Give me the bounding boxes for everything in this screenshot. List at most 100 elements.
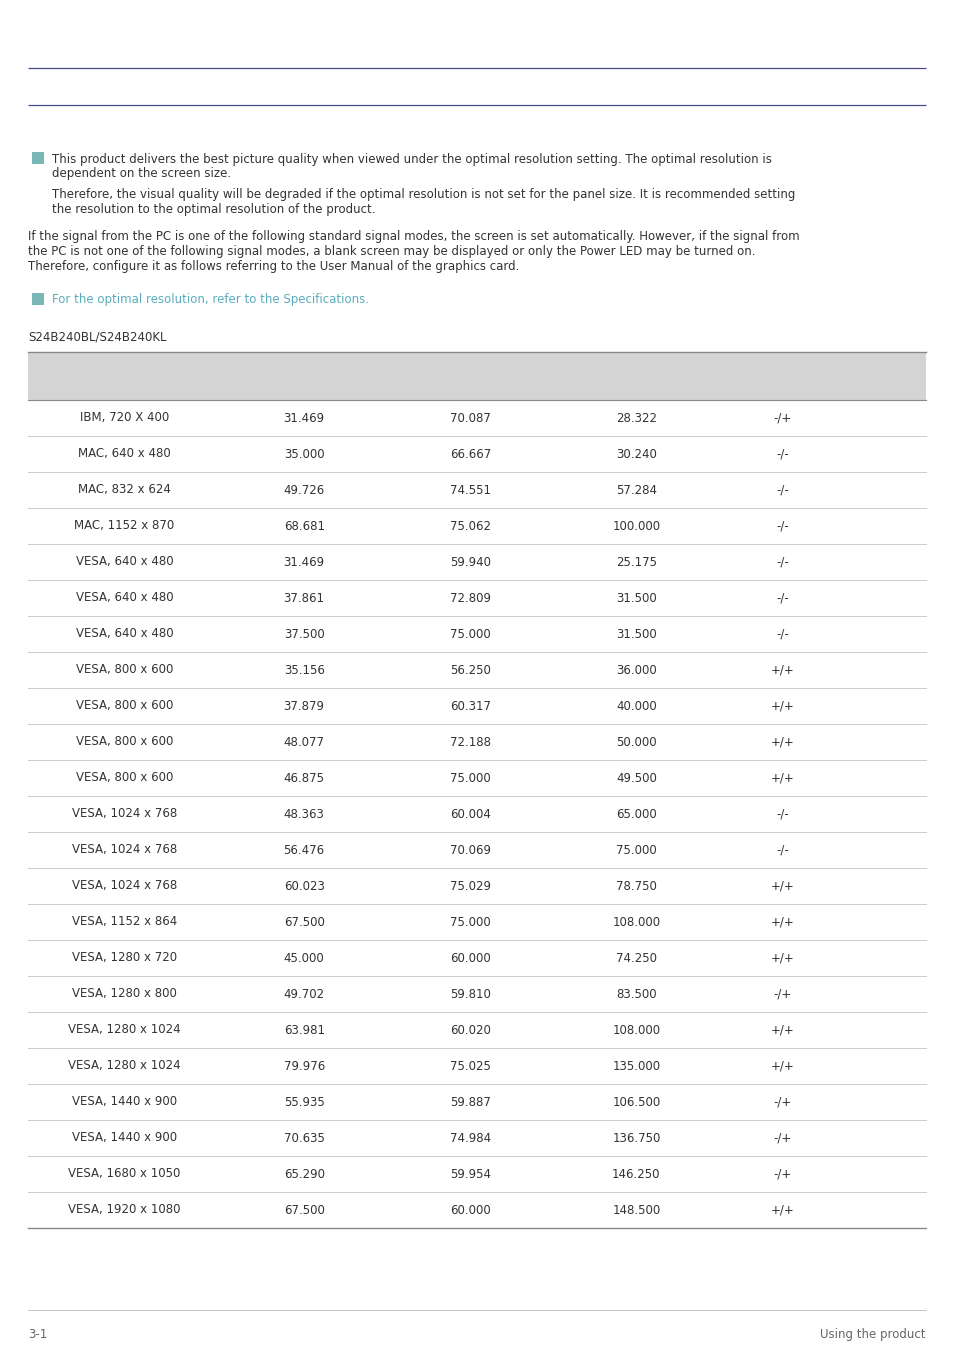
Text: -/+: -/+ <box>772 1131 791 1145</box>
Text: 66.667: 66.667 <box>449 447 491 460</box>
Text: 72.809: 72.809 <box>449 591 490 605</box>
Text: 60.000: 60.000 <box>450 1203 490 1216</box>
Text: MAC, 640 x 480: MAC, 640 x 480 <box>78 447 171 460</box>
Text: 48.077: 48.077 <box>283 736 324 748</box>
Text: 37.879: 37.879 <box>283 699 324 713</box>
Text: -/-: -/- <box>775 447 788 460</box>
Text: +/+: +/+ <box>770 699 793 713</box>
Text: S24B240BL/S24B240KL: S24B240BL/S24B240KL <box>28 329 167 343</box>
Text: -/-: -/- <box>775 844 788 856</box>
Text: 49.726: 49.726 <box>283 483 324 497</box>
Text: 135.000: 135.000 <box>612 1060 659 1072</box>
Text: +/+: +/+ <box>770 1023 793 1037</box>
Text: 75.025: 75.025 <box>450 1060 490 1072</box>
Text: For the optimal resolution, refer to the Specifications.: For the optimal resolution, refer to the… <box>52 293 369 306</box>
Text: 67.500: 67.500 <box>283 915 324 929</box>
Text: 31.469: 31.469 <box>283 412 324 424</box>
Text: -/+: -/+ <box>772 1095 791 1108</box>
Text: 74.984: 74.984 <box>449 1131 490 1145</box>
Text: 57.284: 57.284 <box>616 483 657 497</box>
Text: -/-: -/- <box>775 483 788 497</box>
Text: 68.681: 68.681 <box>283 520 324 532</box>
Text: the resolution to the optimal resolution of the product.: the resolution to the optimal resolution… <box>52 202 375 216</box>
Text: dependent on the screen size.: dependent on the screen size. <box>52 167 231 181</box>
Text: 75.029: 75.029 <box>449 879 490 892</box>
Text: +/+: +/+ <box>770 1060 793 1072</box>
Text: -/+: -/+ <box>772 987 791 1000</box>
Bar <box>28 352 925 400</box>
Text: 28.322: 28.322 <box>616 412 657 424</box>
Text: VESA, 1280 x 1024: VESA, 1280 x 1024 <box>69 1023 181 1037</box>
Text: 59.940: 59.940 <box>449 555 490 568</box>
Text: VESA, 800 x 600: VESA, 800 x 600 <box>76 699 173 713</box>
Text: VESA, 1680 x 1050: VESA, 1680 x 1050 <box>69 1168 180 1180</box>
Text: VESA, 1024 x 768: VESA, 1024 x 768 <box>71 844 177 856</box>
Text: 59.954: 59.954 <box>449 1168 490 1180</box>
Text: 108.000: 108.000 <box>612 915 659 929</box>
Bar <box>32 293 44 305</box>
Text: 48.363: 48.363 <box>283 807 324 821</box>
Text: the PC is not one of the following signal modes, a blank screen may be displayed: the PC is not one of the following signa… <box>28 244 755 258</box>
Text: 49.702: 49.702 <box>283 987 324 1000</box>
Text: 30.240: 30.240 <box>616 447 657 460</box>
Text: 148.500: 148.500 <box>612 1203 659 1216</box>
Text: 65.290: 65.290 <box>283 1168 324 1180</box>
Text: 56.250: 56.250 <box>450 663 490 676</box>
Text: 60.000: 60.000 <box>450 952 490 964</box>
Text: 70.069: 70.069 <box>449 844 490 856</box>
Text: VESA, 1152 x 864: VESA, 1152 x 864 <box>71 915 177 929</box>
Text: 75.000: 75.000 <box>450 628 490 640</box>
Text: 56.476: 56.476 <box>283 844 324 856</box>
Text: VESA, 800 x 600: VESA, 800 x 600 <box>76 771 173 784</box>
Text: VESA, 1280 x 720: VESA, 1280 x 720 <box>71 952 177 964</box>
Text: 49.500: 49.500 <box>616 771 657 784</box>
Text: 46.875: 46.875 <box>283 771 324 784</box>
Text: 60.020: 60.020 <box>450 1023 490 1037</box>
Text: VESA, 1920 x 1080: VESA, 1920 x 1080 <box>69 1203 181 1216</box>
Text: 31.469: 31.469 <box>283 555 324 568</box>
Text: 72.188: 72.188 <box>449 736 490 748</box>
Text: 70.635: 70.635 <box>283 1131 324 1145</box>
Text: 50.000: 50.000 <box>616 736 656 748</box>
Text: +/+: +/+ <box>770 736 793 748</box>
Text: 60.023: 60.023 <box>283 879 324 892</box>
Text: 136.750: 136.750 <box>612 1131 659 1145</box>
Text: 37.861: 37.861 <box>283 591 324 605</box>
Text: MAC, 1152 x 870: MAC, 1152 x 870 <box>74 520 174 532</box>
Text: VESA, 640 x 480: VESA, 640 x 480 <box>75 628 173 640</box>
Text: 45.000: 45.000 <box>283 952 324 964</box>
Text: 31.500: 31.500 <box>616 628 656 640</box>
Text: 3-1: 3-1 <box>28 1328 48 1341</box>
Text: 55.935: 55.935 <box>283 1095 324 1108</box>
Text: -/+: -/+ <box>772 412 791 424</box>
Text: Using the product: Using the product <box>820 1328 925 1341</box>
Text: 106.500: 106.500 <box>612 1095 659 1108</box>
Text: 63.981: 63.981 <box>283 1023 324 1037</box>
Text: -/-: -/- <box>775 520 788 532</box>
Text: 35.156: 35.156 <box>283 663 324 676</box>
Text: 36.000: 36.000 <box>616 663 656 676</box>
Text: +/+: +/+ <box>770 915 793 929</box>
Text: 60.004: 60.004 <box>450 807 490 821</box>
Text: VESA, 1440 x 900: VESA, 1440 x 900 <box>71 1095 177 1108</box>
Text: 74.551: 74.551 <box>449 483 490 497</box>
Text: -/-: -/- <box>775 591 788 605</box>
Text: VESA, 1280 x 800: VESA, 1280 x 800 <box>72 987 177 1000</box>
Text: -/-: -/- <box>775 555 788 568</box>
Text: 67.500: 67.500 <box>283 1203 324 1216</box>
Text: This product delivers the best picture quality when viewed under the optimal res: This product delivers the best picture q… <box>52 153 771 166</box>
Text: IBM, 720 X 400: IBM, 720 X 400 <box>80 412 169 424</box>
Text: VESA, 1024 x 768: VESA, 1024 x 768 <box>71 879 177 892</box>
Text: 100.000: 100.000 <box>612 520 659 532</box>
Text: 78.750: 78.750 <box>616 879 657 892</box>
Text: +/+: +/+ <box>770 952 793 964</box>
Text: -/-: -/- <box>775 807 788 821</box>
Text: -/+: -/+ <box>772 1168 791 1180</box>
Text: Therefore, configure it as follows referring to the User Manual of the graphics : Therefore, configure it as follows refer… <box>28 261 518 273</box>
Text: 146.250: 146.250 <box>612 1168 659 1180</box>
Text: 108.000: 108.000 <box>612 1023 659 1037</box>
Text: Therefore, the visual quality will be degraded if the optimal resolution is not : Therefore, the visual quality will be de… <box>52 188 795 201</box>
Text: +/+: +/+ <box>770 1203 793 1216</box>
Text: VESA, 640 x 480: VESA, 640 x 480 <box>75 591 173 605</box>
Text: VESA, 1440 x 900: VESA, 1440 x 900 <box>71 1131 177 1145</box>
